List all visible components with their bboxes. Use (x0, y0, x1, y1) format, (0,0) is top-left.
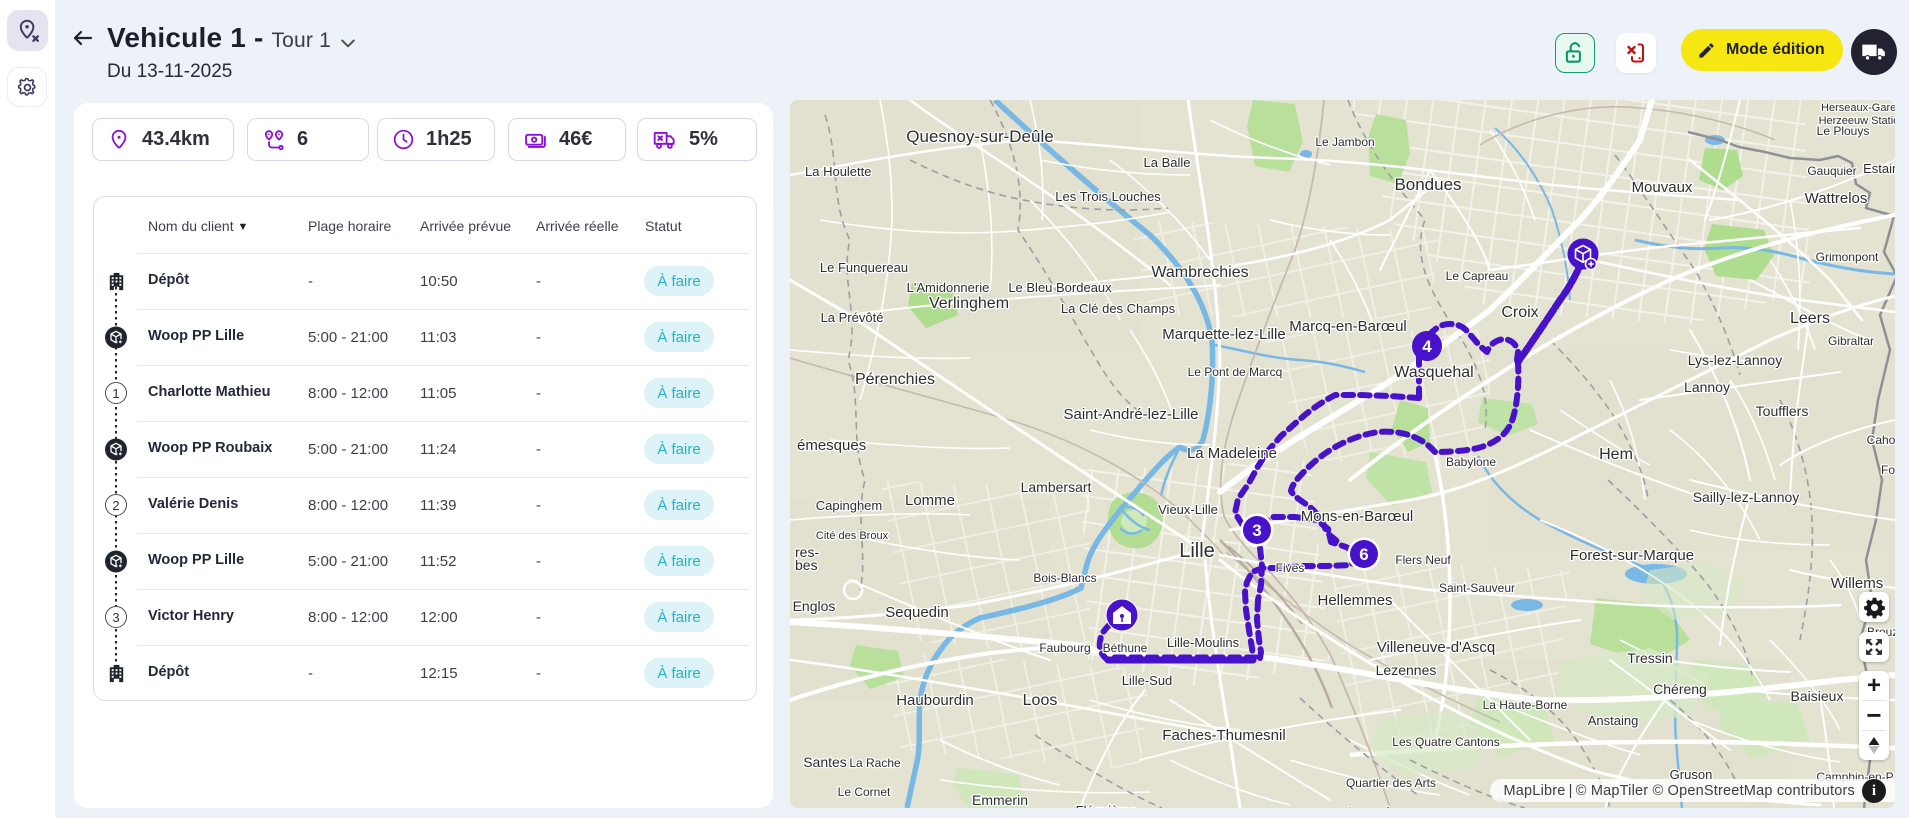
svg-text:Loos: Loos (1023, 692, 1058, 709)
svg-text:Faches-Thumesnil: Faches-Thumesnil (1162, 727, 1285, 744)
svg-text:émesques: émesques (797, 437, 866, 454)
svg-text:L'Amidonnerie: L'Amidonnerie (907, 280, 990, 295)
svg-text:Wattrelos: Wattrelos (1805, 190, 1868, 207)
svg-text:Faubourg: Faubourg (1039, 641, 1090, 655)
svg-text:Lomme: Lomme (905, 492, 955, 509)
svg-text:Capinghem: Capinghem (816, 498, 883, 513)
svg-text:Chéreng: Chéreng (1653, 681, 1707, 697)
svg-text:Vieux-Lille: Vieux-Lille (1158, 502, 1218, 517)
svg-text:4: 4 (1422, 337, 1432, 356)
svg-text:La Prévôté: La Prévôté (821, 310, 884, 325)
svg-text:Les Trois Louches: Les Trois Louches (1055, 189, 1161, 204)
svg-text:Verlinghem: Verlinghem (929, 295, 1009, 312)
svg-text:Le Bleu Bordeaux: Le Bleu Bordeaux (1008, 280, 1112, 295)
svg-text:Toufflers: Toufflers (1756, 403, 1809, 419)
svg-text:La Rache: La Rache (849, 756, 901, 770)
svg-text:bes: bes (795, 557, 818, 573)
svg-text:Grimonpont: Grimonpont (1816, 250, 1879, 264)
svg-text:Lys-lez-Lannoy: Lys-lez-Lannoy (1688, 352, 1782, 368)
svg-text:Pérenchies: Pérenchies (855, 371, 935, 388)
svg-text:La Balle: La Balle (1144, 155, 1191, 170)
svg-text:Herzeeuw Station: Herzeeuw Station (1819, 115, 1895, 127)
svg-text:3: 3 (1252, 521, 1261, 540)
svg-text:Cahos: Cahos (1867, 433, 1895, 447)
svg-text:Lambersart: Lambersart (1021, 479, 1092, 495)
svg-text:Lille-Sud: Lille-Sud (1122, 673, 1173, 688)
svg-text:Marcq-en-Barœul: Marcq-en-Barœul (1289, 318, 1407, 335)
svg-text:Sailly-lez-Lannoy: Sailly-lez-Lannoy (1693, 489, 1800, 505)
svg-text:Lesquin: Lesquin (1348, 804, 1397, 808)
svg-text:Sequedin: Sequedin (885, 604, 948, 621)
svg-text:La Madeleine: La Madeleine (1187, 445, 1277, 462)
svg-text:Leers: Leers (1790, 310, 1830, 327)
svg-text:La Clé des Champs: La Clé des Champs (1061, 301, 1176, 316)
svg-text:Quesnoy-sur-Deûle: Quesnoy-sur-Deûle (906, 127, 1053, 146)
svg-text:Gibraltar: Gibraltar (1828, 334, 1874, 348)
svg-text:Forest-sur-Marque: Forest-sur-Marque (1570, 547, 1694, 564)
svg-text:Mons-en-Barœul: Mons-en-Barœul (1301, 508, 1414, 525)
svg-text:Béthune: Béthune (1103, 641, 1148, 655)
svg-text:Hellemmes: Hellemmes (1317, 592, 1392, 609)
svg-text:Babylone: Babylone (1446, 455, 1496, 469)
svg-text:Gruson: Gruson (1670, 767, 1713, 782)
svg-text:Quartier des Arts: Quartier des Arts (1346, 776, 1436, 790)
svg-text:Englos: Englos (793, 598, 836, 614)
svg-text:Le Plouys: Le Plouys (1817, 124, 1870, 138)
svg-text:Wasquehal: Wasquehal (1394, 364, 1473, 381)
svg-text:Herseaux-Gare -: Herseaux-Gare - (1821, 102, 1895, 114)
svg-text:Le Funquereau: Le Funquereau (820, 260, 908, 275)
svg-text:Emmerin: Emmerin (972, 792, 1028, 808)
svg-text:Flers Neuf: Flers Neuf (1395, 553, 1451, 567)
svg-text:Le Cornet: Le Cornet (838, 785, 891, 799)
svg-text:Lezennes: Lezennes (1376, 662, 1437, 678)
svg-text:Cité des Broux: Cité des Broux (816, 530, 889, 542)
svg-text:6: 6 (1359, 545, 1368, 564)
svg-text:Forz: Forz (1881, 463, 1895, 477)
svg-text:Wambrechies: Wambrechies (1151, 264, 1248, 281)
svg-text:Haubourdin: Haubourdin (896, 692, 974, 709)
svg-text:Marquette-lez-Lille: Marquette-lez-Lille (1162, 326, 1285, 343)
svg-text:Lannoy: Lannoy (1684, 379, 1730, 395)
svg-text:Tressin: Tressin (1627, 650, 1672, 666)
svg-text:Hem: Hem (1599, 446, 1633, 463)
svg-text:Lille-Moulins: Lille-Moulins (1167, 635, 1240, 650)
svg-text:Bois-Blancs: Bois-Blancs (1033, 571, 1096, 585)
svg-text:Bondues: Bondues (1394, 175, 1461, 194)
svg-text:Le Capreau: Le Capreau (1446, 269, 1509, 283)
svg-text:Gauquier: Gauquier (1807, 164, 1856, 178)
svg-text:Mouvaux: Mouvaux (1632, 179, 1693, 196)
svg-text:Lille: Lille (1179, 540, 1215, 562)
svg-text:Le Pont de Marcq: Le Pont de Marcq (1188, 365, 1283, 379)
svg-text:res-: res- (795, 544, 819, 560)
svg-text:Anstaing: Anstaing (1588, 713, 1639, 728)
svg-text:Le Jambon: Le Jambon (1315, 135, 1374, 149)
svg-text:Fives: Fives (1276, 561, 1305, 575)
svg-text:Croix: Croix (1501, 304, 1538, 321)
svg-text:Les Quatre Cantons: Les Quatre Cantons (1392, 735, 1499, 749)
svg-text:La Haute-Borne: La Haute-Borne (1483, 698, 1568, 712)
svg-text:Estaim: Estaim (1863, 161, 1895, 176)
svg-text:Saint-Sauveur: Saint-Sauveur (1439, 581, 1515, 595)
svg-text:Willems: Willems (1831, 575, 1884, 592)
svg-text:La Houlette: La Houlette (805, 164, 872, 179)
svg-text:Santes: Santes (803, 754, 847, 770)
svg-text:Villeneuve-d'Ascq: Villeneuve-d'Ascq (1377, 639, 1496, 656)
svg-text:Baisieux: Baisieux (1791, 688, 1844, 704)
svg-text:Fléquières: Fléquières (1076, 803, 1137, 808)
svg-text:Saint-André-lez-Lille: Saint-André-lez-Lille (1063, 406, 1198, 423)
